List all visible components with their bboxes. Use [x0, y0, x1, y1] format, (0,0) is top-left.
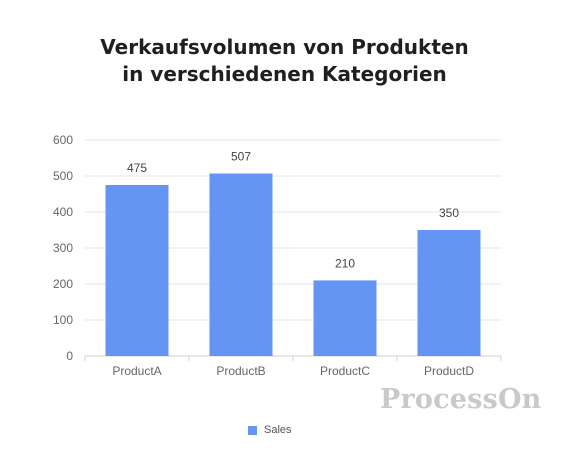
data-label-productb: 507: [231, 149, 251, 163]
data-labels: 475 507 210 350: [127, 149, 459, 270]
bar-productc[interactable]: [313, 280, 377, 356]
y-tick-label-100: 100: [53, 313, 73, 327]
y-tick-label-500: 500: [53, 169, 73, 183]
data-label-productc: 210: [335, 256, 355, 270]
legend-label-sales: Sales: [264, 424, 292, 436]
y-tick-label-200: 200: [53, 277, 73, 291]
x-tick-label-productb: ProductB: [216, 364, 265, 378]
data-label-productd: 350: [439, 206, 459, 220]
chart-title-line-2: in verschiedenen Kategorien: [122, 62, 447, 86]
bars: [105, 173, 481, 356]
legend[interactable]: Sales: [248, 424, 292, 436]
bar-producta[interactable]: [105, 185, 169, 356]
y-tick-label-400: 400: [53, 205, 73, 219]
x-tick-label-productc: ProductC: [320, 364, 370, 378]
bar-productb[interactable]: [209, 173, 273, 356]
bar-productd[interactable]: [417, 230, 481, 356]
y-tick-label-600: 600: [53, 133, 73, 147]
x-tick-label-producta: ProductA: [112, 364, 161, 378]
x-tick-label-productd: ProductD: [424, 364, 474, 378]
chart-title: Verkaufsvolumen von Produkten in verschi…: [0, 34, 569, 88]
axes: 0 100 200 300 400 500 600 ProductA ProductB Produ…: [53, 133, 502, 378]
processon-watermark: ProcessOn: [380, 384, 542, 415]
data-label-producta: 475: [127, 161, 147, 175]
chart-title-line-1: Verkaufsvolumen von Produkten: [100, 35, 469, 59]
legend-swatch-sales: [248, 425, 257, 435]
y-tick-label-300: 300: [53, 241, 73, 255]
y-tick-label-0: 0: [66, 349, 73, 363]
